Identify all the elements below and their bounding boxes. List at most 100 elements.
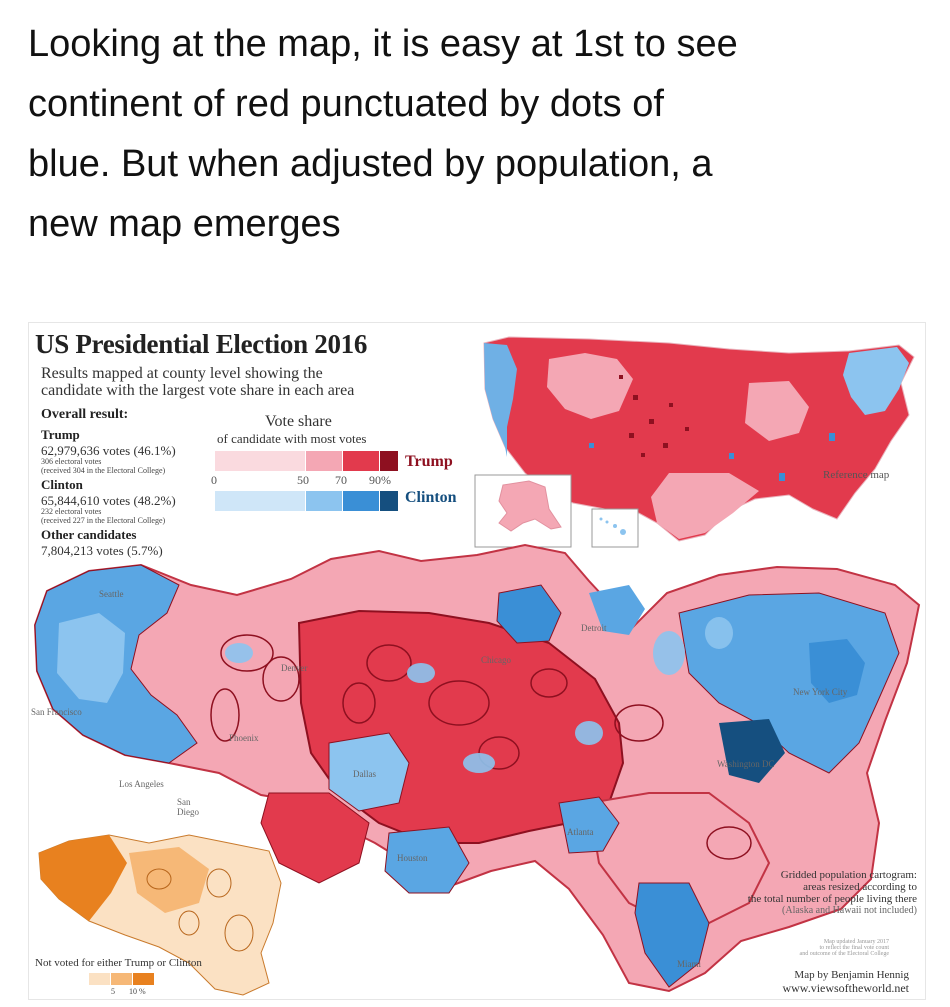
cartogram-florida <box>634 882 710 988</box>
city-label-san-francisco: San Francisco <box>31 707 82 717</box>
clinton-ev-line-2: (received 227 in the Electoral College) <box>41 516 166 525</box>
cartogram-south-pink <box>587 792 771 924</box>
subtitle-line-2: candidate with the largest vote share in… <box>41 382 355 399</box>
city-label-los-angeles: Los Angeles <box>119 779 164 789</box>
cartogram-houston <box>384 826 470 894</box>
cartogram-note-line-3: the total number of people living there <box>747 893 917 905</box>
clinton-name: Clinton <box>41 477 83 492</box>
city-label-washington: Washington DC <box>717 759 775 769</box>
city-label-phoenix: Phoenix <box>229 733 259 743</box>
city-label-san-diego: San Diego <box>177 797 199 817</box>
clinton-scale-swatch <box>215 491 306 511</box>
election-infographic: US Presidential Election 2016 Results ma… <box>28 322 926 1000</box>
city-label-seattle: Seattle <box>99 589 124 599</box>
cartogram-note-line-4: (Alaska and Hawaii not included) <box>782 905 917 916</box>
credit-line-2: www.viewsoftheworld.net <box>782 981 909 995</box>
hawaii-shape <box>599 517 626 535</box>
vote-share-tick-90: 90% <box>369 473 391 487</box>
vote-share-subtitle: of candidate with most votes <box>217 431 367 446</box>
cartogram-california-light <box>57 613 125 703</box>
not-voted-bubbles <box>146 868 254 952</box>
city-label-houston: Houston <box>397 853 428 863</box>
reference-map-south <box>651 473 759 539</box>
reference-map-label: Reference map <box>823 469 890 481</box>
cartogram-light-blue-patches <box>225 617 733 773</box>
city-label-atlanta: Atlanta <box>567 827 594 837</box>
update-note: Map updated January 2017 to reflect the … <box>729 939 889 957</box>
trump-name: Trump <box>41 427 80 442</box>
reference-map-west-coast <box>484 343 517 457</box>
reference-map <box>33 336 921 996</box>
vote-share-tick-70: 70 <box>335 473 347 487</box>
subtitle-line-1: Results mapped at county level showing t… <box>41 365 323 382</box>
city-label-dallas: Dallas <box>353 769 376 779</box>
trump-color-scale <box>215 451 399 471</box>
not-voted-map <box>38 834 282 996</box>
cartogram-northeast-blue <box>678 592 900 774</box>
caption: Looking at the map, it is easy at 1st to… <box>28 14 928 254</box>
trump-scale-swatch <box>380 451 399 471</box>
caption-line: new map emerges <box>28 203 341 245</box>
city-label-miami: Miami <box>677 959 701 969</box>
clinton-ev: 232 electoral votes (received 227 in the… <box>41 507 241 525</box>
credit-line-1: Map by Benjamin Hennig <box>794 969 909 981</box>
trump-scale-swatch <box>306 451 343 471</box>
caption-line: continent of red punctuated by dots of <box>28 83 664 125</box>
clinton-legend-label: Clinton <box>405 489 457 506</box>
cartogram-dallas <box>328 732 410 812</box>
trump-ev-line-2: (received 304 in the Electoral College) <box>41 466 166 475</box>
population-cartogram <box>33 543 921 993</box>
update-note-line-2: to reflect the final vote count <box>819 945 889 951</box>
not-voted-west <box>39 835 127 921</box>
infographic-subtitle: Results mapped at county level showing t… <box>41 365 471 399</box>
vote-share-tick-50: 50 <box>297 473 309 487</box>
cartogram-note: Gridded population cartogram: areas resi… <box>669 869 917 916</box>
trump-ev-line-1: 306 electoral votes <box>41 457 102 466</box>
cartogram-detroit <box>589 585 645 635</box>
vote-share-title: Vote share <box>265 413 332 430</box>
clinton-scale-swatch <box>306 491 343 511</box>
cartogram-bubbles <box>210 634 752 860</box>
overall-result-label: Overall result: <box>41 407 129 422</box>
hawaii-inset <box>591 508 639 548</box>
update-note-line-1: Map updated January 2017 <box>823 939 889 945</box>
not-voted-scale-swatch <box>133 973 155 985</box>
trump-scale-swatch <box>343 451 380 471</box>
cartogram-texas-red <box>260 792 370 884</box>
reference-map-dark-counties <box>619 375 689 457</box>
city-label-detroit: Detroit <box>581 623 607 633</box>
reference-map-midwest <box>745 381 809 441</box>
city-label-chicago: Chicago <box>481 655 511 665</box>
reference-map-pink-band <box>547 353 633 419</box>
not-voted-label: Not voted for either Trump or Clinton <box>35 957 202 969</box>
clinton-scale-swatch <box>380 491 399 511</box>
trump-votes: 62,979,636 votes (46.1%) <box>41 443 176 458</box>
cartogram-note-line-1: Gridded population cartogram: <box>780 869 917 881</box>
not-voted-central <box>129 847 209 913</box>
cartogram-atlanta <box>558 796 620 854</box>
cartogram-nyc <box>809 639 865 703</box>
not-voted-scale-swatch <box>89 973 111 985</box>
not-voted-tick-10: 10 % <box>129 987 146 996</box>
not-voted-color-scale <box>89 973 155 985</box>
cartogram-washington <box>719 719 785 783</box>
clinton-color-scale <box>215 491 399 511</box>
cartogram-note-line-2: areas resized according to <box>803 881 917 893</box>
reference-map-northeast <box>843 347 909 415</box>
credit: Map by Benjamin Hennig www.viewsofthewor… <box>719 969 909 996</box>
clinton-ev-line-1: 232 electoral votes <box>41 507 102 516</box>
trump-legend-label: Trump <box>405 453 453 470</box>
clinton-votes: 65,844,610 votes (48.2%) <box>41 493 176 508</box>
update-note-line-3: and outcome of the Electoral College <box>799 951 889 957</box>
city-label-denver: Denver <box>281 663 308 673</box>
trump-scale-swatch <box>215 451 306 471</box>
other-candidates-votes: 7,804,213 votes (5.7%) <box>41 543 163 558</box>
reference-map-blue-counties <box>589 433 835 481</box>
caption-line: Looking at the map, it is easy at 1st to… <box>28 23 738 65</box>
vote-share-tick-0: 0 <box>211 473 217 487</box>
cartogram-chicago <box>496 584 562 644</box>
clinton-scale-swatch <box>343 491 380 511</box>
other-candidates-name: Other candidates <box>41 527 137 542</box>
infographic-title: US Presidential Election 2016 <box>35 329 368 359</box>
city-label-new-york: New York City <box>793 687 848 697</box>
